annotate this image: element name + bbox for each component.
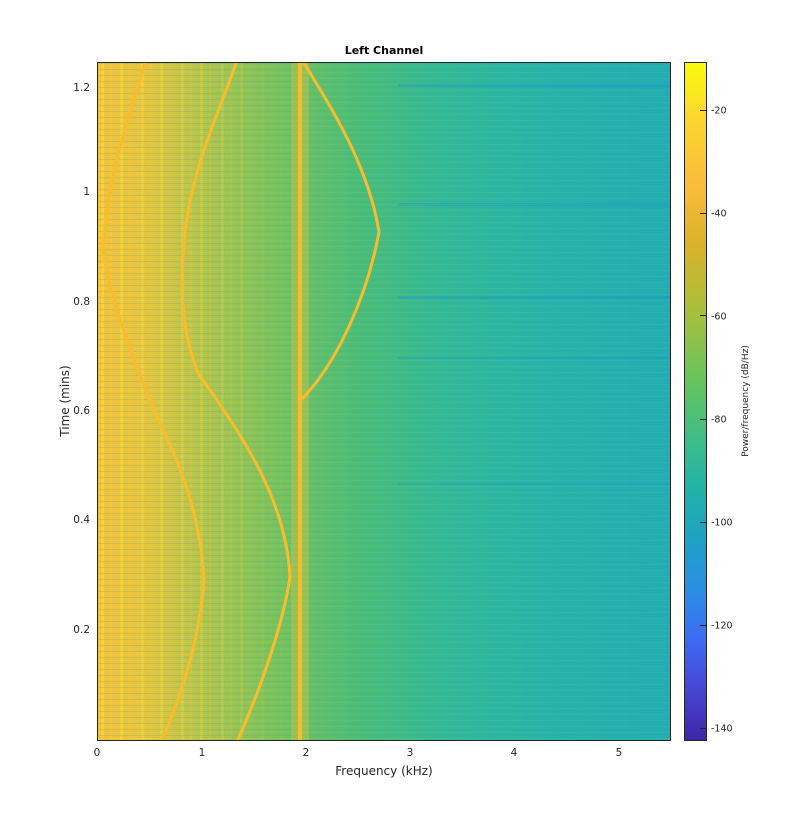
colorbar-tickmark [700, 419, 707, 420]
colorbar-tickmark [700, 728, 707, 729]
y-tick-1-2: 1.2 [73, 82, 90, 94]
spectrogram-plot-area[interactable] [97, 62, 671, 741]
colorbar-tickmark [700, 522, 707, 523]
y-tick-0-6: 0.6 [73, 405, 90, 417]
colorbar-tickmark [700, 213, 707, 214]
colorbar-tick-minus-60: -60 [711, 311, 727, 323]
colorbar-tickmark [700, 315, 707, 316]
colorbar-label: Power/frequency (dB/Hz) [741, 345, 751, 457]
colorbar-tick-minus-100: -100 [711, 517, 733, 529]
y-tick-0-8: 0.8 [73, 296, 90, 308]
x-tick-0: 0 [93, 747, 101, 759]
x-tick-4: 4 [510, 747, 518, 759]
x-tick-5: 5 [615, 747, 623, 759]
colorbar-tickmark [700, 625, 707, 626]
x-tick-1: 1 [198, 747, 206, 759]
y-tick-0-4: 0.4 [73, 514, 90, 526]
spectrogram-image [98, 63, 670, 740]
x-tick-3: 3 [406, 747, 414, 759]
y-axis-label: Time (mins) [58, 365, 72, 437]
colorbar-tick-minus-40: -40 [711, 208, 727, 220]
colorbar-tickmark [700, 110, 707, 111]
x-tick-2: 2 [302, 747, 310, 759]
colorbar-tick-minus-140: -140 [711, 723, 733, 735]
y-tick-0-2: 0.2 [73, 624, 90, 636]
colorbar-tick-minus-20: -20 [711, 105, 727, 117]
x-axis-label: Frequency (kHz) [335, 764, 433, 778]
chart-title: Left Channel [344, 44, 424, 57]
y-tick-1: 1 [83, 186, 90, 198]
colorbar-tick-minus-120: -120 [711, 620, 733, 632]
colorbar-tick-minus-80: -80 [711, 414, 727, 426]
colorbar[interactable] [684, 62, 707, 741]
